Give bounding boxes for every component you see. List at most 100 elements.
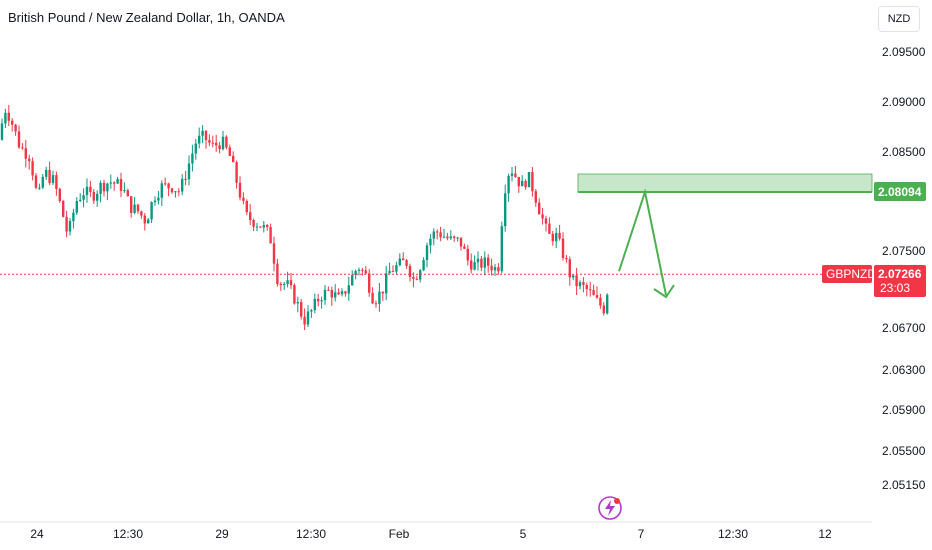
candle-down (599, 297, 602, 306)
candle-down (402, 258, 405, 261)
candle-down (289, 280, 293, 286)
candle-down (561, 238, 565, 258)
candle-up (449, 236, 452, 239)
candle-down (245, 200, 248, 213)
candle-up (378, 291, 381, 304)
candle-up (578, 282, 582, 287)
candle-down (534, 191, 537, 203)
candle-up (72, 212, 75, 222)
candle-up (347, 285, 350, 294)
candle-up (606, 294, 609, 314)
candle-up (527, 172, 531, 188)
candle-down (412, 277, 415, 279)
candle-down (368, 273, 371, 293)
x-tick-label: 29 (215, 527, 229, 541)
y-tick-label: 2.05500 (882, 444, 926, 458)
candle-down (602, 305, 605, 314)
candle-up (555, 233, 558, 242)
candle-down (211, 142, 214, 144)
candle-up (500, 226, 503, 272)
candle-up (106, 183, 109, 192)
x-tick-label: Feb (389, 527, 410, 541)
candle-down (470, 260, 473, 270)
time-axis[interactable]: 24 12:30 29 12:30 Feb 5 7 12:30 12 (0, 521, 872, 541)
candle-down (31, 161, 34, 176)
candle-down (279, 283, 282, 285)
candle-up (150, 202, 153, 220)
candle-down (524, 180, 527, 188)
projection-arrow[interactable] (618, 188, 667, 296)
candle-down (184, 178, 187, 180)
candle-up (85, 186, 89, 196)
candle-down (436, 231, 439, 233)
candle-down (235, 162, 238, 183)
candle-down (453, 236, 456, 238)
candle-up (198, 135, 201, 144)
candle-down (490, 265, 493, 271)
x-tick-label: 5 (520, 527, 527, 541)
chart-title: British Pound / New Zealand Dollar, 1h, … (8, 10, 285, 25)
candle-up (147, 219, 150, 224)
candle-up (419, 270, 422, 280)
candle-down (228, 147, 231, 156)
candle-down (408, 265, 412, 278)
candle-up (79, 199, 82, 202)
candle-down (140, 211, 143, 216)
candle-down (303, 316, 306, 325)
candle-down (92, 191, 95, 201)
candle-down (293, 285, 296, 304)
candle-down (381, 291, 384, 294)
candle-down (269, 227, 272, 244)
candle-down (62, 200, 65, 217)
candle-up (507, 175, 510, 194)
candle-down (102, 182, 106, 192)
candle-up (385, 273, 388, 294)
candle-down (113, 182, 116, 184)
y-tick-label: 2.05900 (882, 403, 926, 417)
candle-up (123, 190, 126, 192)
candle-down (55, 175, 58, 189)
candle-down (575, 275, 578, 287)
candle-up (422, 260, 425, 271)
candle-up (323, 289, 327, 301)
candle-down (167, 183, 170, 189)
candle-up (174, 191, 177, 193)
candle-up (262, 225, 265, 228)
y-tick-label: 2.07500 (882, 244, 926, 258)
candle-up (38, 187, 41, 189)
candle-down (17, 131, 21, 148)
candle-down (65, 216, 68, 232)
candle-down (439, 232, 442, 238)
candle-up (194, 143, 197, 154)
price-axis[interactable]: 2.09500 2.09000 2.08500 2.07500 2.06700 2.063… (882, 45, 926, 492)
candle-down (337, 292, 340, 295)
candle-down (164, 183, 167, 185)
currency-button[interactable]: NZD (878, 6, 920, 32)
candle-down (568, 259, 571, 278)
candle-up (116, 179, 119, 184)
candle-up (45, 169, 48, 177)
candlestick-series (0, 104, 609, 331)
candle-up (286, 280, 289, 284)
x-tick-label: 12:30 (113, 527, 143, 541)
y-tick-label: 2.08500 (882, 145, 926, 159)
candle-up (221, 136, 225, 150)
candle-up (572, 275, 575, 278)
lightning-event-icon[interactable] (598, 496, 622, 520)
level-price-text: 2.08094 (878, 185, 922, 199)
candle-up (476, 258, 480, 263)
candle-up (354, 270, 357, 276)
x-tick-label: 12:30 (296, 527, 326, 541)
candle-up (425, 245, 429, 261)
candle-up (442, 236, 446, 238)
x-tick-label: 12 (818, 527, 832, 541)
candle-up (313, 298, 316, 311)
candle-down (136, 204, 140, 212)
candle-up (75, 201, 78, 213)
candle-down (317, 298, 320, 302)
candle-down (538, 202, 541, 215)
candle-down (225, 136, 228, 148)
level-zone[interactable] (577, 173, 873, 193)
symbol-label-text: GBPNZD (826, 267, 876, 281)
